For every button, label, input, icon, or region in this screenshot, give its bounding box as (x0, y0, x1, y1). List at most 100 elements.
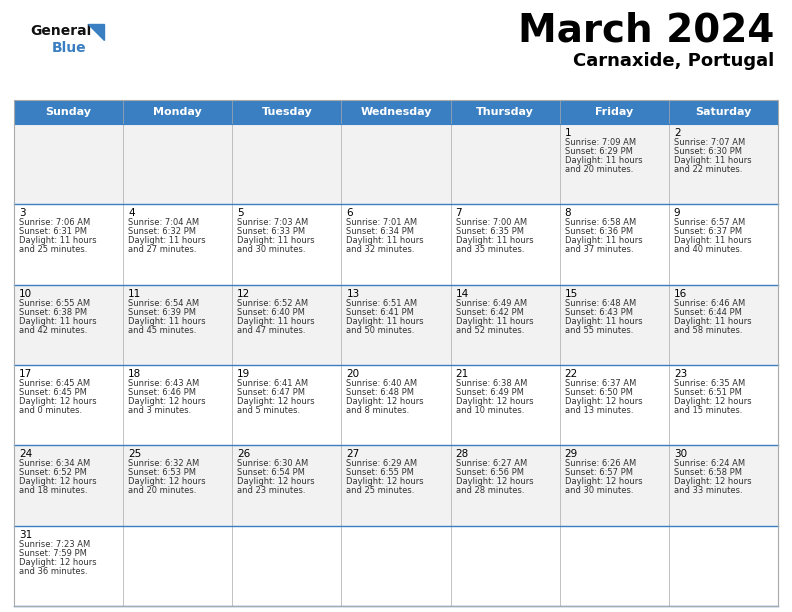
Bar (14, 100, 778, 124)
Text: Sunset: 6:55 PM: Sunset: 6:55 PM (346, 468, 414, 477)
Text: 16: 16 (674, 289, 687, 299)
Text: Sunrise: 6:57 AM: Sunrise: 6:57 AM (674, 218, 745, 227)
Text: 8: 8 (565, 208, 571, 218)
Polygon shape (88, 24, 104, 40)
Text: Sunrise: 6:32 AM: Sunrise: 6:32 AM (128, 460, 200, 468)
Text: Sunset: 6:42 PM: Sunset: 6:42 PM (455, 308, 524, 316)
Text: and 30 minutes.: and 30 minutes. (565, 487, 634, 495)
Text: and 18 minutes.: and 18 minutes. (19, 487, 87, 495)
Text: Sunset: 6:37 PM: Sunset: 6:37 PM (674, 227, 742, 236)
Text: Daylight: 11 hours: Daylight: 11 hours (455, 316, 533, 326)
Text: Sunrise: 6:37 AM: Sunrise: 6:37 AM (565, 379, 636, 388)
Text: Sunrise: 6:40 AM: Sunrise: 6:40 AM (346, 379, 417, 388)
Text: 14: 14 (455, 289, 469, 299)
Text: and 25 minutes.: and 25 minutes. (346, 487, 415, 495)
Text: Daylight: 11 hours: Daylight: 11 hours (346, 316, 424, 326)
Text: Daylight: 11 hours: Daylight: 11 hours (238, 316, 315, 326)
Text: Daylight: 12 hours: Daylight: 12 hours (238, 477, 315, 487)
Text: 28: 28 (455, 449, 469, 460)
Text: Sunrise: 7:06 AM: Sunrise: 7:06 AM (19, 218, 90, 227)
Text: and 33 minutes.: and 33 minutes. (674, 487, 742, 495)
Bar (14, 204, 778, 285)
Bar (14, 124, 778, 204)
Text: and 28 minutes.: and 28 minutes. (455, 487, 524, 495)
Text: Sunset: 6:39 PM: Sunset: 6:39 PM (128, 308, 196, 316)
Text: and 27 minutes.: and 27 minutes. (128, 245, 196, 255)
Text: 4: 4 (128, 208, 135, 218)
Text: and 30 minutes.: and 30 minutes. (238, 245, 306, 255)
Text: and 42 minutes.: and 42 minutes. (19, 326, 87, 335)
Text: Sunrise: 6:52 AM: Sunrise: 6:52 AM (238, 299, 308, 308)
Text: Sunset: 7:59 PM: Sunset: 7:59 PM (19, 549, 87, 558)
Text: Daylight: 12 hours: Daylight: 12 hours (19, 477, 97, 487)
Text: Sunset: 6:33 PM: Sunset: 6:33 PM (238, 227, 306, 236)
Text: 17: 17 (19, 369, 32, 379)
Text: and 13 minutes.: and 13 minutes. (565, 406, 634, 415)
Text: and 47 minutes.: and 47 minutes. (238, 326, 306, 335)
Text: Sunrise: 7:09 AM: Sunrise: 7:09 AM (565, 138, 636, 147)
Text: and 25 minutes.: and 25 minutes. (19, 245, 87, 255)
Text: 22: 22 (565, 369, 578, 379)
Text: Daylight: 12 hours: Daylight: 12 hours (346, 477, 424, 487)
Text: Sunrise: 6:46 AM: Sunrise: 6:46 AM (674, 299, 745, 308)
Text: 23: 23 (674, 369, 687, 379)
Text: 12: 12 (238, 289, 250, 299)
Text: Daylight: 11 hours: Daylight: 11 hours (19, 236, 97, 245)
Text: 18: 18 (128, 369, 142, 379)
Text: and 52 minutes.: and 52 minutes. (455, 326, 524, 335)
Text: General: General (30, 24, 91, 38)
Text: Sunrise: 6:35 AM: Sunrise: 6:35 AM (674, 379, 745, 388)
Text: 21: 21 (455, 369, 469, 379)
Text: and 20 minutes.: and 20 minutes. (565, 165, 633, 174)
Text: Daylight: 12 hours: Daylight: 12 hours (674, 397, 752, 406)
Text: Sunset: 6:30 PM: Sunset: 6:30 PM (674, 147, 742, 156)
Text: Sunset: 6:38 PM: Sunset: 6:38 PM (19, 308, 87, 316)
Text: 2: 2 (674, 128, 680, 138)
Text: 5: 5 (238, 208, 244, 218)
Text: Sunset: 6:51 PM: Sunset: 6:51 PM (674, 388, 742, 397)
Text: Sunset: 6:29 PM: Sunset: 6:29 PM (565, 147, 633, 156)
Text: 30: 30 (674, 449, 687, 460)
Text: 24: 24 (19, 449, 32, 460)
Text: Saturday: Saturday (695, 107, 752, 117)
Text: Sunrise: 6:51 AM: Sunrise: 6:51 AM (346, 299, 417, 308)
Text: Daylight: 12 hours: Daylight: 12 hours (565, 477, 642, 487)
Text: Sunrise: 6:58 AM: Sunrise: 6:58 AM (565, 218, 636, 227)
Text: Sunset: 6:52 PM: Sunset: 6:52 PM (19, 468, 87, 477)
Text: 27: 27 (346, 449, 360, 460)
Text: 1: 1 (565, 128, 571, 138)
Text: Sunrise: 7:07 AM: Sunrise: 7:07 AM (674, 138, 745, 147)
Text: Sunrise: 6:34 AM: Sunrise: 6:34 AM (19, 460, 90, 468)
Text: Daylight: 12 hours: Daylight: 12 hours (674, 477, 752, 487)
Text: Daylight: 11 hours: Daylight: 11 hours (238, 236, 315, 245)
Text: Daylight: 11 hours: Daylight: 11 hours (19, 316, 97, 326)
Text: Sunset: 6:49 PM: Sunset: 6:49 PM (455, 388, 524, 397)
Text: Sunset: 6:34 PM: Sunset: 6:34 PM (346, 227, 414, 236)
Text: Daylight: 12 hours: Daylight: 12 hours (128, 397, 206, 406)
Text: Daylight: 11 hours: Daylight: 11 hours (565, 236, 642, 245)
Text: Sunset: 6:50 PM: Sunset: 6:50 PM (565, 388, 633, 397)
Text: Sunrise: 6:26 AM: Sunrise: 6:26 AM (565, 460, 636, 468)
Text: and 3 minutes.: and 3 minutes. (128, 406, 192, 415)
Text: and 37 minutes.: and 37 minutes. (565, 245, 634, 255)
Text: Daylight: 11 hours: Daylight: 11 hours (346, 236, 424, 245)
Text: 7: 7 (455, 208, 463, 218)
Text: Monday: Monday (154, 107, 202, 117)
Text: Thursday: Thursday (476, 107, 534, 117)
Text: Sunrise: 6:24 AM: Sunrise: 6:24 AM (674, 460, 745, 468)
Text: and 22 minutes.: and 22 minutes. (674, 165, 742, 174)
Text: Sunrise: 6:55 AM: Sunrise: 6:55 AM (19, 299, 90, 308)
Text: and 50 minutes.: and 50 minutes. (346, 326, 415, 335)
Text: 9: 9 (674, 208, 680, 218)
Text: Sunrise: 6:45 AM: Sunrise: 6:45 AM (19, 379, 90, 388)
Text: and 20 minutes.: and 20 minutes. (128, 487, 196, 495)
Text: Sunday: Sunday (46, 107, 92, 117)
Text: Sunrise: 6:41 AM: Sunrise: 6:41 AM (238, 379, 308, 388)
Text: Daylight: 12 hours: Daylight: 12 hours (128, 477, 206, 487)
Text: Sunset: 6:56 PM: Sunset: 6:56 PM (455, 468, 524, 477)
Text: and 32 minutes.: and 32 minutes. (346, 245, 415, 255)
Text: Daylight: 11 hours: Daylight: 11 hours (565, 156, 642, 165)
Text: Sunset: 6:46 PM: Sunset: 6:46 PM (128, 388, 196, 397)
Text: 15: 15 (565, 289, 578, 299)
Bar (14, 365, 778, 446)
